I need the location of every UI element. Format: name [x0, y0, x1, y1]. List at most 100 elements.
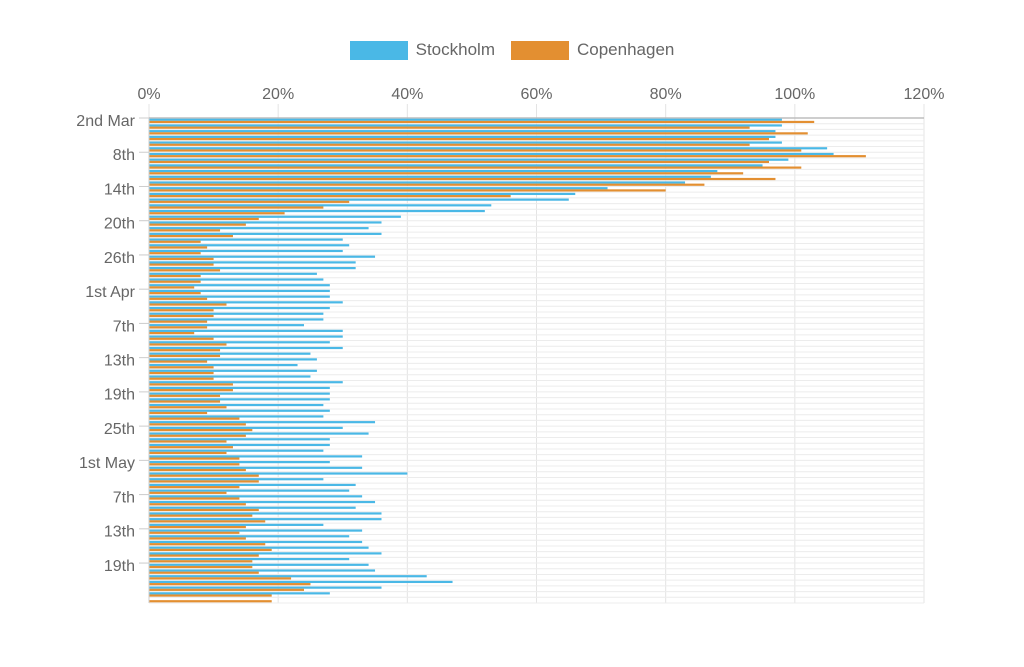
bar-copenhagen	[149, 326, 208, 329]
bar-copenhagen	[149, 463, 240, 466]
bar-copenhagen	[149, 531, 240, 534]
y-tick-label: 19th	[104, 558, 135, 575]
bar-stockholm	[149, 175, 711, 178]
bar-stockholm	[149, 306, 330, 310]
bar-copenhagen	[149, 314, 214, 318]
bar-stockholm	[149, 529, 363, 532]
bar-stockholm	[149, 221, 382, 224]
bar-stockholm	[149, 415, 324, 418]
bar-stockholm	[149, 466, 363, 469]
bar-copenhagen	[149, 554, 259, 557]
bar-copenhagen	[149, 480, 259, 483]
x-tick-label: 0%	[137, 86, 160, 103]
bar-copenhagen	[149, 120, 815, 124]
bar-stockholm	[149, 295, 330, 298]
bar-copenhagen	[149, 257, 214, 260]
bar-copenhagen	[149, 600, 272, 603]
bar-copenhagen	[149, 383, 233, 386]
bar-copenhagen	[149, 583, 311, 586]
bar-copenhagen	[149, 303, 227, 306]
bar-stockholm	[149, 500, 376, 504]
bar-stockholm	[149, 375, 311, 378]
bar-stockholm	[149, 215, 401, 218]
bar-copenhagen	[149, 149, 802, 152]
bar-stockholm	[149, 164, 763, 167]
bar-stockholm	[149, 455, 363, 458]
bar-stockholm	[149, 232, 382, 235]
bar-copenhagen	[149, 223, 246, 226]
bar-copenhagen	[149, 565, 253, 569]
bar-stockholm	[149, 512, 382, 515]
bar-copenhagen	[149, 571, 259, 574]
bar-copenhagen	[149, 451, 227, 454]
bar-copenhagen	[149, 143, 750, 146]
y-tick-label: 19th	[104, 387, 135, 404]
bar-stockholm	[149, 329, 343, 332]
legend-swatch-copenhagen	[511, 40, 569, 60]
bar-copenhagen	[149, 166, 802, 169]
bar-stockholm	[149, 255, 376, 258]
bar-stockholm	[149, 546, 369, 549]
y-tick-label: 13th	[104, 353, 135, 370]
bar-stockholm	[149, 558, 350, 561]
bar-copenhagen	[149, 394, 221, 397]
bar-stockholm	[149, 403, 324, 407]
bar-stockholm	[149, 249, 343, 253]
bar-stockholm	[149, 575, 427, 578]
bar-stockholm	[149, 386, 330, 390]
bar-stockholm	[149, 438, 330, 441]
bar-stockholm	[149, 495, 363, 498]
bar-stockholm	[149, 181, 686, 184]
bar-stockholm	[149, 580, 453, 584]
bar-stockholm	[149, 341, 330, 344]
bar-copenhagen	[149, 389, 233, 392]
bar-copenhagen	[149, 292, 201, 295]
x-tick-label: 100%	[774, 86, 815, 103]
bar-stockholm	[149, 284, 330, 287]
legend-item-stockholm[interactable]: Stockholm	[349, 40, 495, 60]
bar-stockholm	[149, 301, 343, 304]
x-tick-label: 60%	[520, 86, 552, 103]
bar-stockholm	[149, 489, 350, 492]
bar-copenhagen	[149, 474, 259, 477]
x-tick-label: 20%	[262, 86, 294, 103]
bar-stockholm	[149, 152, 834, 156]
bar-stockholm	[149, 364, 298, 367]
bar-stockholm	[149, 267, 356, 270]
bar-copenhagen	[149, 132, 808, 135]
bar-stockholm	[149, 118, 782, 121]
bar-stockholm	[149, 147, 828, 150]
bar-stockholm	[149, 198, 569, 201]
bar-copenhagen	[149, 366, 214, 369]
bar-copenhagen	[149, 411, 208, 415]
bar-stockholm	[149, 369, 317, 372]
bar-stockholm	[149, 381, 343, 384]
y-tick-label: 7th	[113, 489, 135, 506]
bar-copenhagen	[149, 349, 221, 352]
bar-copenhagen	[149, 503, 246, 506]
x-tick-label: 40%	[391, 86, 423, 103]
bar-copenhagen	[149, 240, 201, 243]
bar-copenhagen	[149, 577, 292, 580]
bar-copenhagen	[149, 217, 259, 221]
bar-copenhagen	[149, 486, 240, 489]
bar-copenhagen	[149, 428, 253, 432]
legend-label-stockholm: Stockholm	[415, 40, 495, 59]
bar-copenhagen	[149, 343, 227, 346]
bar-copenhagen	[149, 423, 246, 426]
bar-copenhagen	[149, 183, 705, 186]
bar-copenhagen	[149, 440, 227, 443]
y-tick-label: 25th	[104, 421, 135, 438]
bar-copenhagen	[149, 331, 195, 335]
bar-copenhagen	[149, 172, 744, 175]
legend-item-copenhagen[interactable]: Copenhagen	[511, 40, 674, 60]
y-tick-label: 1st Apr	[85, 284, 135, 301]
legend: Stockholm Copenhagen	[0, 40, 1024, 60]
bar-copenhagen	[149, 594, 272, 597]
bar-stockholm	[149, 318, 324, 321]
bar-copenhagen	[149, 126, 750, 129]
bar-stockholm	[149, 398, 330, 401]
bar-copenhagen	[149, 177, 776, 181]
bar-copenhagen	[149, 274, 201, 278]
